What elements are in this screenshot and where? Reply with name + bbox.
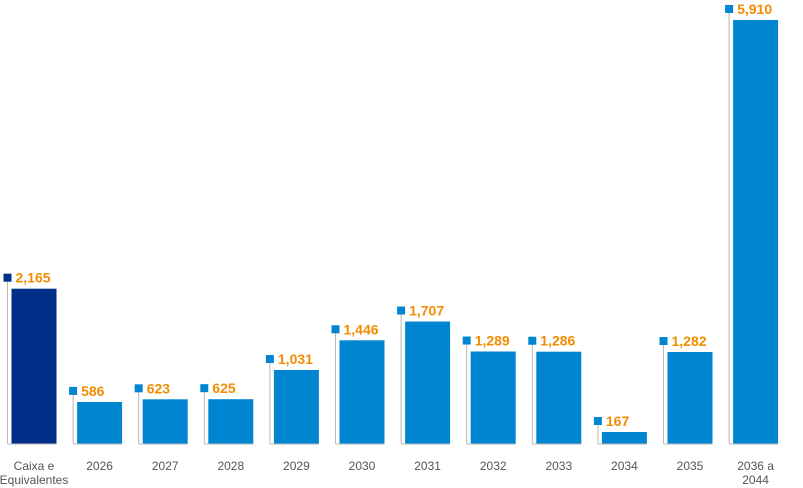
value-label-7: 1,289 xyxy=(475,333,510,349)
tick-label-5: 2030 xyxy=(349,459,376,473)
bar-0 xyxy=(11,288,57,444)
bar-1 xyxy=(77,402,123,444)
label-marker-9 xyxy=(593,417,602,426)
value-label-11: 5,910 xyxy=(737,1,772,17)
tick-label-0-line-1: Equivalentes xyxy=(0,473,68,487)
tick-label-7: 2032 xyxy=(480,459,507,473)
label-marker-11 xyxy=(725,5,734,13)
value-label-1: 586 xyxy=(81,383,105,399)
label-marker-5 xyxy=(331,325,340,334)
value-label-5: 1,446 xyxy=(344,321,379,337)
label-marker-4 xyxy=(265,355,274,364)
label-marker-8 xyxy=(528,336,537,345)
label-marker-6 xyxy=(397,306,406,315)
value-labels: 2,165 586 623 625 1,031 1,446 1,707 1,289 1,286 1… xyxy=(3,1,779,445)
bars xyxy=(11,20,779,444)
value-label-3: 625 xyxy=(212,380,236,396)
bar-2 xyxy=(142,399,188,444)
label-marker-1 xyxy=(69,386,78,395)
tick-label-4: 2029 xyxy=(283,459,310,473)
bar-7 xyxy=(470,351,516,444)
value-label-9: 167 xyxy=(606,413,630,429)
value-label-0: 2,165 xyxy=(16,270,51,286)
bar-11 xyxy=(733,20,779,444)
tick-label-10: 2035 xyxy=(677,459,704,473)
value-label-10: 1,282 xyxy=(672,333,707,349)
value-label-8: 1,286 xyxy=(540,333,575,349)
value-label-2: 623 xyxy=(147,380,171,396)
bar-3 xyxy=(208,399,254,444)
label-marker-2 xyxy=(134,384,143,393)
tick-label-3: 2028 xyxy=(217,459,244,473)
tick-label-11-line-0: 2036 a xyxy=(737,459,774,473)
value-label-4: 1,031 xyxy=(278,351,313,367)
label-marker-0 xyxy=(3,273,12,282)
bar-10 xyxy=(667,352,713,444)
tick-label-1: 2026 xyxy=(86,459,113,473)
label-marker-10 xyxy=(659,337,668,346)
value-label-6: 1,707 xyxy=(409,303,444,319)
bar-4 xyxy=(273,370,319,444)
tick-label-2: 2027 xyxy=(152,459,179,473)
tick-label-8: 2033 xyxy=(545,459,572,473)
tick-label-9: 2034 xyxy=(611,459,638,473)
bar-6 xyxy=(405,321,451,444)
tick-label-11-line-1: 2044 xyxy=(742,473,769,487)
tick-label-0-line-0: Caixa e xyxy=(14,459,55,473)
label-marker-3 xyxy=(200,384,209,393)
bar-8 xyxy=(536,351,582,444)
bar-5 xyxy=(339,340,385,444)
tick-label-6: 2031 xyxy=(414,459,441,473)
label-marker-7 xyxy=(462,336,471,345)
bar-9 xyxy=(601,432,647,444)
